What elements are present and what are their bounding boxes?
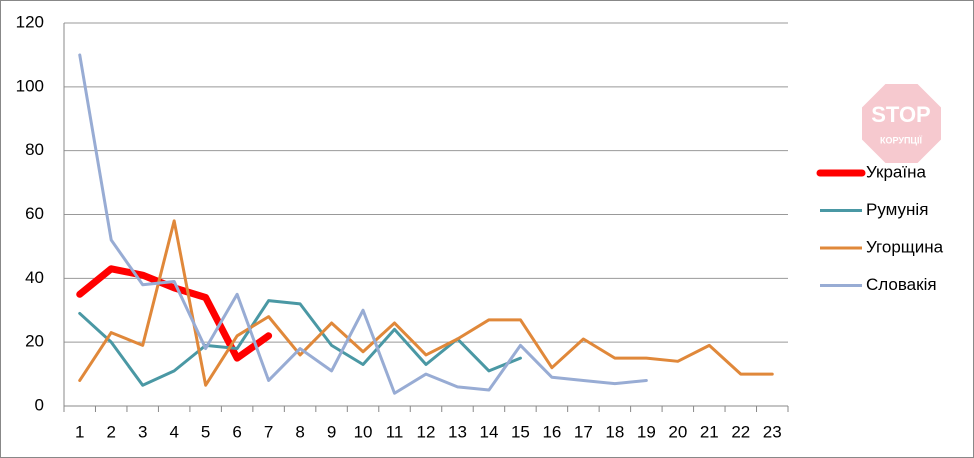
y-tick-label: 120 [16, 12, 44, 31]
x-tick-label: 10 [354, 422, 373, 441]
x-tick-label: 23 [763, 422, 782, 441]
y-tick-label: 20 [25, 332, 44, 351]
x-tick-label: 3 [138, 422, 147, 441]
watermark: STOP КОРУПЦІЇ [860, 82, 943, 165]
x-tick-label: 20 [668, 422, 687, 441]
x-tick-label: 14 [479, 422, 498, 441]
series-line [76, 265, 273, 362]
x-tick-label: 5 [201, 422, 210, 441]
legend-label: Україна [866, 162, 926, 181]
x-tick-label: 16 [542, 422, 561, 441]
y-tick-label: 80 [25, 140, 44, 159]
series-line [78, 53, 648, 395]
y-tick-label: 100 [16, 76, 44, 95]
x-tick-label: 18 [605, 422, 624, 441]
x-tick-label: 6 [232, 422, 241, 441]
x-tick-label: 21 [700, 422, 719, 441]
x-tick-label: 11 [386, 422, 404, 441]
legend-label: Румунія [866, 200, 928, 219]
legend-label: Словакія [866, 275, 937, 294]
legend-label: Угорщина [866, 237, 944, 256]
x-tick-label: 1 [75, 422, 84, 441]
series-line [78, 219, 774, 387]
x-tick-label: 4 [169, 422, 178, 441]
watermark-line1: STOP [871, 102, 931, 127]
y-tick-label: 60 [25, 204, 44, 223]
y-tick-label: 0 [35, 395, 44, 414]
x-tick-label: 12 [417, 422, 436, 441]
x-tick-label: 7 [264, 422, 273, 441]
x-tick-label: 13 [448, 422, 467, 441]
stop-sign [860, 82, 943, 165]
watermark-line2: КОРУПЦІЇ [880, 135, 923, 145]
x-tick-label: 15 [511, 422, 530, 441]
x-tick-label: 8 [295, 422, 304, 441]
x-tick-label: 2 [106, 422, 115, 441]
x-tick-label: 22 [731, 422, 750, 441]
x-tick-label: 9 [327, 422, 336, 441]
x-tick-label: 19 [637, 422, 656, 441]
series-line [78, 299, 522, 387]
x-tick-label: 17 [574, 422, 593, 441]
y-tick-label: 40 [25, 268, 44, 287]
